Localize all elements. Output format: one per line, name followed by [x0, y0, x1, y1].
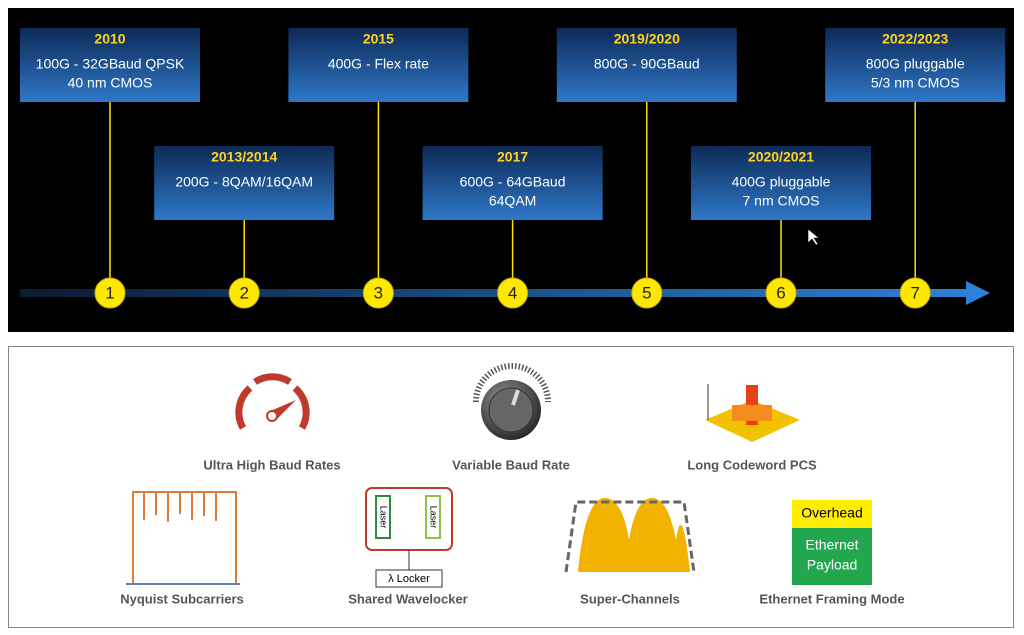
overhead-label: Overhead	[801, 505, 862, 521]
milestone-text: 40 nm CMOS	[68, 75, 153, 91]
milestone-text: 100G - 32GBaud QPSK	[36, 56, 185, 72]
milestone-number: 6	[776, 283, 785, 302]
nyquist-icon	[126, 491, 240, 585]
feature-label: Long Codeword PCS	[687, 457, 817, 472]
gauge-icon	[235, 373, 310, 430]
payload-label: Ethernet	[806, 537, 859, 553]
milestone-marker	[899, 277, 931, 309]
milestone-number: 4	[508, 283, 517, 302]
milestone-year: 2015	[363, 31, 394, 47]
milestone-box	[154, 146, 335, 220]
wavelocker-icon: Laser Laser λ Locker	[365, 487, 453, 588]
milestone-marker	[497, 277, 529, 309]
ethernet-icon: Overhead Ethernet Payload	[792, 500, 872, 585]
milestone-year: 2013/2014	[211, 149, 277, 165]
laser-right: Laser	[429, 506, 439, 529]
cursor	[807, 228, 820, 246]
milestone-marker	[228, 277, 260, 309]
locker-label: λ Locker	[388, 573, 430, 585]
milestone-marker	[765, 277, 797, 309]
milestone-number: 7	[910, 283, 919, 302]
milestone-number: 2	[239, 283, 248, 302]
milestone-box	[825, 28, 1006, 102]
feature-label: Ethernet Framing Mode	[759, 591, 904, 606]
feature-label: Shared Wavelocker	[348, 591, 467, 606]
milestone-box	[422, 146, 603, 220]
feature-label: Variable Baud Rate	[452, 457, 570, 472]
milestone-year: 2017	[497, 149, 528, 165]
milestone-text: 400G - Flex rate	[328, 56, 429, 72]
milestone-box	[556, 28, 737, 102]
milestone-text: 200G - 8QAM/16QAM	[175, 174, 313, 190]
milestone-text: 600G - 64GBaud	[460, 174, 566, 190]
milestone-year: 2019/2020	[614, 31, 680, 47]
milestone-year: 2022/2023	[882, 31, 948, 47]
milestone-box	[691, 146, 871, 220]
milestone-marker	[94, 277, 126, 309]
timeline: 2010 100G - 32GBaud QPSK 40 nm CMOS 1 2013/2…	[20, 28, 1006, 309]
milestone-year: 2020/2021	[748, 149, 814, 165]
milestone-text: 7 nm CMOS	[742, 193, 819, 209]
milestone-year: 2010	[94, 31, 125, 47]
milestone-marker	[362, 277, 394, 309]
feature-label: Nyquist Subcarriers	[120, 591, 244, 606]
pcs-icon	[705, 384, 800, 442]
arrow-head	[966, 281, 990, 305]
milestone-text: 5/3 nm CMOS	[871, 75, 960, 91]
milestone-marker	[631, 277, 663, 309]
features: Ultra High Baud Rates Variable Baud Rate L…	[120, 457, 904, 606]
milestone-text: 800G pluggable	[866, 56, 965, 72]
milestone-box	[20, 28, 200, 102]
milestone-text: 400G pluggable	[732, 174, 831, 190]
milestone-number: 3	[374, 283, 383, 302]
knob-icon	[473, 363, 551, 440]
milestone-text: 800G - 90GBaud	[594, 56, 700, 72]
milestone-number: 5	[642, 283, 651, 302]
timeline-arrow	[20, 289, 970, 297]
feature-label: Super-Channels	[580, 591, 680, 606]
superchannel-icon	[564, 498, 696, 573]
feature-label: Ultra High Baud Rates	[203, 457, 340, 472]
payload-label: Payload	[807, 557, 858, 573]
laser-left: Laser	[379, 506, 389, 529]
milestone-text: 64QAM	[489, 193, 536, 209]
milestone-box	[288, 28, 469, 102]
milestone-number: 1	[105, 283, 114, 302]
